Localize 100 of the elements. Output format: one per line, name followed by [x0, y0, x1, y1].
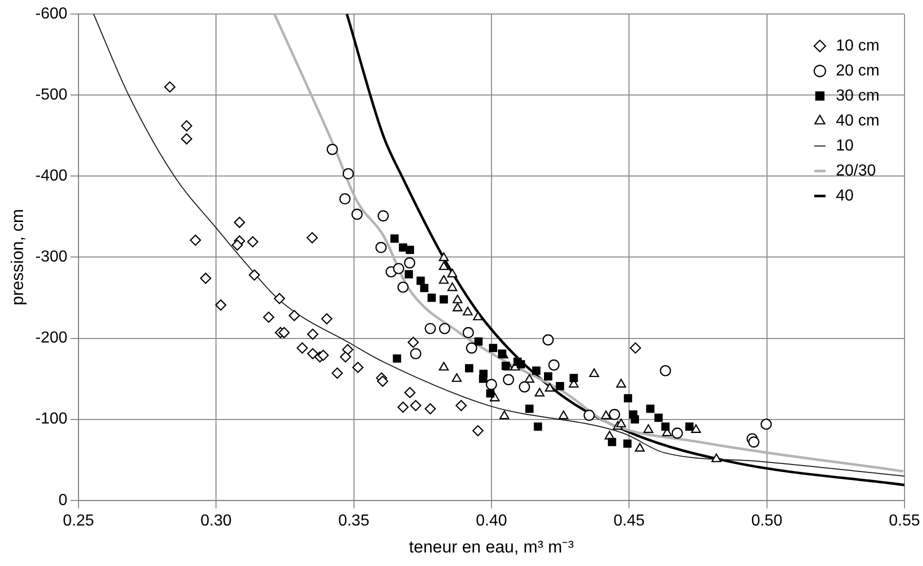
- point: [630, 342, 642, 354]
- point: [332, 368, 343, 379]
- point: [181, 133, 192, 144]
- point: [456, 400, 467, 412]
- point: [248, 269, 260, 281]
- point: [534, 388, 545, 396]
- point: [544, 372, 552, 381]
- point: [306, 232, 318, 244]
- x-tick-label: 0.45: [614, 512, 645, 530]
- point: [542, 334, 554, 346]
- point: [534, 422, 542, 431]
- point: [608, 408, 620, 420]
- point: [352, 362, 364, 374]
- x-axis-title: teneur en eau, m³ m⁻³: [409, 537, 574, 556]
- point: [164, 81, 176, 93]
- y-tick-label: -200: [35, 330, 68, 347]
- point: [424, 403, 436, 414]
- point: [516, 360, 526, 368]
- point: [326, 144, 338, 155]
- point: [760, 418, 772, 430]
- point: [428, 294, 436, 302]
- point: [190, 234, 202, 246]
- point: [608, 438, 616, 446]
- point: [498, 350, 506, 358]
- y-tick-label: -300: [35, 248, 68, 266]
- point: [410, 348, 422, 360]
- x-tick-label: 0.25: [62, 512, 94, 530]
- point: [466, 342, 478, 354]
- point: [420, 284, 428, 292]
- point: [296, 342, 308, 354]
- point: [624, 394, 632, 402]
- point: [685, 422, 694, 431]
- point: [518, 381, 530, 393]
- point: [452, 302, 462, 312]
- point: [691, 424, 701, 433]
- point: [321, 313, 332, 324]
- point: [200, 272, 212, 284]
- point: [404, 386, 416, 398]
- point: [502, 374, 514, 386]
- point: [616, 378, 626, 388]
- y-tick-label: -500: [35, 86, 68, 104]
- point: [278, 326, 290, 338]
- point: [234, 216, 246, 228]
- point: [377, 376, 388, 387]
- point: [748, 436, 760, 448]
- x-tick-label: 0.55: [888, 512, 920, 530]
- point: [584, 410, 595, 421]
- point: [616, 418, 626, 428]
- legend-label: 30 cm: [836, 87, 880, 104]
- point: [438, 261, 449, 270]
- point: [307, 328, 318, 340]
- point: [375, 242, 387, 254]
- point: [643, 424, 654, 433]
- point: [404, 270, 413, 278]
- point: [711, 453, 722, 462]
- legend-label: 10: [836, 137, 854, 154]
- point: [397, 282, 409, 293]
- legend-label: 20 cm: [836, 62, 880, 80]
- point: [215, 299, 226, 311]
- point: [392, 354, 402, 363]
- point: [525, 404, 534, 413]
- point: [486, 378, 498, 390]
- point: [502, 362, 510, 370]
- point: [589, 368, 600, 378]
- point: [288, 310, 300, 322]
- x-tick-label: 0.30: [200, 512, 232, 530]
- point: [447, 268, 458, 278]
- legend-label: 10 cm: [836, 37, 880, 54]
- legend-label: 40: [836, 187, 854, 204]
- point: [452, 373, 462, 382]
- point: [318, 350, 329, 361]
- point: [406, 246, 414, 254]
- point: [342, 168, 354, 180]
- point: [408, 336, 419, 348]
- point: [479, 374, 488, 383]
- x-tick-label: 0.35: [338, 512, 370, 530]
- point: [247, 236, 258, 248]
- y-axis-title: pression, cm: [8, 209, 27, 306]
- point: [438, 252, 449, 262]
- point: [499, 410, 510, 420]
- point: [416, 276, 425, 285]
- point: [532, 366, 540, 375]
- point: [548, 359, 560, 371]
- point: [634, 442, 645, 452]
- point: [556, 382, 564, 390]
- point: [654, 414, 663, 422]
- line-series: [93, 14, 904, 477]
- point: [672, 428, 683, 439]
- point: [438, 362, 449, 371]
- point: [438, 275, 449, 284]
- point: [452, 294, 462, 304]
- point: [424, 322, 436, 334]
- point: [601, 410, 611, 420]
- point: [462, 306, 473, 316]
- legend-label: 40 cm: [836, 112, 880, 130]
- point: [378, 210, 389, 222]
- point: [660, 365, 672, 376]
- point: [274, 292, 286, 304]
- point: [524, 374, 534, 383]
- point: [340, 351, 352, 363]
